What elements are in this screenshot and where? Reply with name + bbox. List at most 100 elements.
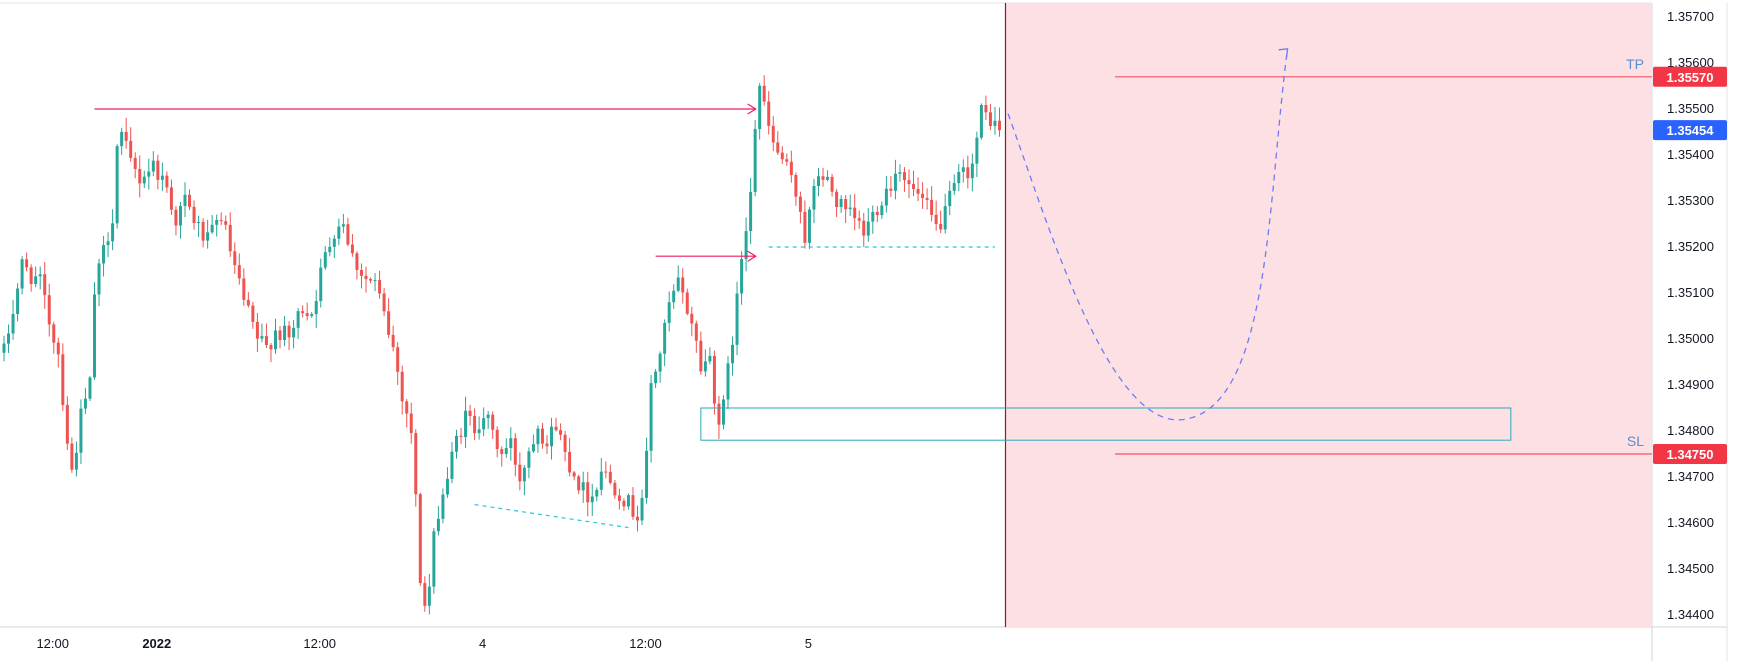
candle-body <box>156 160 160 180</box>
candle-body <box>595 489 599 497</box>
candle-body <box>432 531 436 587</box>
candle-body <box>197 221 201 224</box>
candle-body <box>708 355 712 362</box>
candle-body <box>925 197 929 200</box>
candle-body <box>961 167 965 172</box>
candle-body <box>740 259 744 294</box>
candle-body <box>29 267 33 284</box>
candle-body <box>993 120 997 126</box>
candle-body <box>522 467 526 482</box>
candle-body <box>776 142 780 153</box>
candle-body <box>38 274 42 277</box>
candle-body <box>305 313 309 317</box>
candle-body <box>821 176 825 180</box>
candle-body <box>717 403 721 425</box>
candle-body <box>590 496 594 503</box>
candle-body <box>830 176 834 192</box>
candle-body <box>129 140 133 158</box>
sl-price-badge-text: 1.34750 <box>1667 447 1714 462</box>
candle-body <box>93 294 96 378</box>
candle-body <box>631 495 635 517</box>
candle-body <box>921 193 925 198</box>
candle-body <box>74 452 78 470</box>
candle-body <box>219 220 223 222</box>
candle-body <box>957 171 961 184</box>
candle-body <box>771 125 775 143</box>
candle-body <box>147 171 151 177</box>
candle-body <box>319 267 323 302</box>
candle-body <box>622 500 626 507</box>
candle-body <box>11 313 15 334</box>
candle-body <box>866 221 870 236</box>
candle-body <box>174 209 178 226</box>
candle-body <box>586 482 590 503</box>
candle-body <box>355 253 359 270</box>
dashed-support-line <box>474 504 629 529</box>
candle-body <box>699 340 703 372</box>
candle-body <box>898 172 902 174</box>
candle-body <box>626 495 630 507</box>
candle-body <box>998 120 1001 131</box>
candle-body <box>667 302 671 323</box>
candle-body <box>215 220 219 225</box>
tp-price-badge <box>1653 66 1727 87</box>
time-tick-label: 12:00 <box>629 636 662 651</box>
candle-body <box>111 223 115 242</box>
candle-body <box>568 451 572 473</box>
candle-body <box>889 188 893 191</box>
candle-body <box>242 278 246 300</box>
candle-body <box>531 444 535 452</box>
candle-body <box>636 516 639 521</box>
candle-body <box>124 131 128 141</box>
candle-body <box>332 238 336 247</box>
candle-body <box>939 223 943 230</box>
candle-body <box>912 184 916 190</box>
candle-body <box>649 383 653 451</box>
candle-body <box>550 426 554 447</box>
candle-body <box>283 325 287 340</box>
candle-body <box>798 196 802 212</box>
candle-body <box>762 85 766 102</box>
candle-body <box>812 186 816 210</box>
candle-body <box>482 418 486 430</box>
candle-body <box>264 336 268 346</box>
candle-body <box>459 435 463 438</box>
candle-body <box>359 269 363 276</box>
candle-body <box>378 280 382 294</box>
candle-body <box>884 188 888 206</box>
candle-body <box>640 497 644 521</box>
candle-body <box>518 464 522 482</box>
time-tick-label: 4 <box>479 636 486 651</box>
candle-body <box>916 189 920 194</box>
candle-body <box>373 280 377 282</box>
candle-body <box>350 244 354 254</box>
candle-body <box>2 343 6 353</box>
candle-body <box>278 330 282 340</box>
candle-body <box>52 324 56 343</box>
demand-zone-rectangle <box>700 407 1512 441</box>
candle-body <box>703 361 707 372</box>
candle-body <box>391 334 395 348</box>
candle-body <box>251 305 255 322</box>
candle-body <box>427 586 431 606</box>
candle-body <box>758 85 762 129</box>
candle-body <box>224 221 228 225</box>
candle-body <box>341 224 345 227</box>
price-tick-label: 1.34800 <box>1667 423 1714 438</box>
candle-body <box>255 321 259 339</box>
candle-body <box>237 265 241 279</box>
candle-body <box>328 246 332 253</box>
candle-body <box>907 180 911 185</box>
candle-body <box>599 471 603 490</box>
candle-body <box>536 428 540 445</box>
candle-body <box>731 344 735 364</box>
candle-body <box>577 476 581 491</box>
candle-body <box>617 495 621 501</box>
candle-body <box>767 101 771 126</box>
candle-body <box>527 451 531 468</box>
candle-body <box>654 371 658 384</box>
candle-body <box>645 450 649 498</box>
candle-body <box>807 209 811 243</box>
